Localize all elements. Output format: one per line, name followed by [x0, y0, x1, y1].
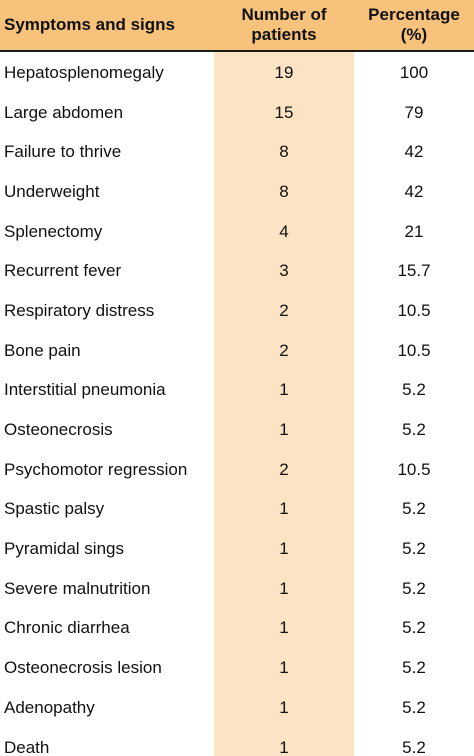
symptom-name: Splenectomy: [4, 221, 103, 241]
symptom-name: Spastic palsy: [4, 499, 105, 519]
header-percentage-label: Percentage (%): [368, 5, 460, 45]
percentage-value: 15.7: [397, 261, 431, 281]
symptom-name: Chronic diarrhea: [4, 618, 130, 638]
patient-count: 1: [279, 539, 289, 559]
header-percentage: Percentage (%): [354, 0, 474, 50]
percentage-value: 5.2: [402, 380, 426, 400]
patient-count: 1: [279, 499, 289, 519]
header-patients-label: Number of patients: [242, 5, 327, 45]
percentage-value: 10.5: [397, 300, 431, 320]
table-header: Symptoms and signs Number of patients Pe…: [0, 0, 474, 50]
symptom-name: Death: [4, 737, 50, 756]
header-percentage-line1: Percentage: [368, 5, 460, 24]
percentage-value: 10.5: [397, 459, 431, 479]
header-rule: [0, 50, 474, 52]
symptom-name: Respiratory distress: [4, 300, 155, 320]
symptom-name: Underweight: [4, 181, 100, 201]
patient-count: 1: [279, 658, 289, 678]
patient-count: 1: [279, 737, 289, 756]
percentage-value: 5.2: [402, 539, 426, 559]
percentage-value: 10.5: [397, 340, 431, 360]
percentage-value: 5.2: [402, 737, 426, 756]
table-row: Respiratory distress 2 10.5: [0, 291, 474, 331]
percentage-value: 42: [404, 142, 424, 162]
percentage-value: 42: [404, 181, 424, 201]
header-patients: Number of patients: [214, 0, 354, 50]
table-body: Hepatosplenomegaly 19 100 Large abdomen …: [0, 53, 474, 756]
patient-count: 19: [274, 62, 294, 82]
symptom-name: Psychomotor regression: [4, 459, 188, 479]
symptom-name: Osteonecrosis: [4, 420, 113, 440]
table-row: Pyramidal sings 1 5.2: [0, 529, 474, 569]
patient-count: 8: [279, 142, 289, 162]
header-patients-line2: patients: [251, 25, 317, 44]
patients-column-highlight: [214, 0, 354, 756]
symptom-name: Failure to thrive: [4, 142, 122, 162]
patient-count: 1: [279, 618, 289, 638]
percentage-value: 21: [404, 221, 424, 241]
symptom-name: Large abdomen: [4, 102, 124, 122]
header-symptoms-label: Symptoms and signs: [4, 15, 175, 34]
table-row: Adenopathy 1 5.2: [0, 688, 474, 728]
patient-count: 4: [279, 221, 289, 241]
table-row: Spastic palsy 1 5.2: [0, 490, 474, 530]
table-row: Underweight 8 42: [0, 172, 474, 212]
table-row: Interstitial pneumonia 1 5.2: [0, 371, 474, 411]
percentage-value: 100: [399, 62, 429, 82]
table-row: Osteonecrosis lesion 1 5.2: [0, 648, 474, 688]
table-row: Death 1 5.2: [0, 728, 474, 756]
percentage-value: 5.2: [402, 420, 426, 440]
patient-count: 2: [279, 300, 289, 320]
table-row: Hepatosplenomegaly 19 100: [0, 53, 474, 93]
table-row: Large abdomen 15 79: [0, 93, 474, 133]
patient-count: 1: [279, 380, 289, 400]
symptom-name: Pyramidal sings: [4, 539, 124, 559]
table-row: Osteonecrosis 1 5.2: [0, 410, 474, 450]
table-row: Psychomotor regression 2 10.5: [0, 450, 474, 490]
header-symptoms: Symptoms and signs: [0, 0, 214, 50]
patient-count: 3: [279, 261, 289, 281]
header-patients-line1: Number of: [241, 5, 327, 24]
symptom-name: Bone pain: [4, 340, 81, 360]
patient-count: 1: [279, 420, 289, 440]
patient-count: 1: [279, 578, 289, 598]
symptom-name: Osteonecrosis lesion: [4, 658, 162, 678]
patient-count: 2: [279, 340, 289, 360]
symptom-name: Severe malnutrition: [4, 578, 151, 598]
percentage-value: 5.2: [402, 697, 426, 717]
patient-count: 15: [274, 102, 294, 122]
percentage-value: 79: [404, 102, 424, 122]
table-row: Severe malnutrition 1 5.2: [0, 569, 474, 609]
percentage-value: 5.2: [402, 618, 426, 638]
percentage-value: 5.2: [402, 499, 426, 519]
table-row: Splenectomy 4 21: [0, 212, 474, 252]
percentage-value: 5.2: [402, 658, 426, 678]
header-percentage-line2: (%): [400, 25, 428, 44]
patient-count: 2: [279, 459, 289, 479]
symptom-name: Recurrent fever: [4, 261, 122, 281]
table-row: Bone pain 2 10.5: [0, 331, 474, 371]
percentage-value: 5.2: [402, 578, 426, 598]
patient-count: 1: [279, 697, 289, 717]
table-row: Failure to thrive 8 42: [0, 132, 474, 172]
symptom-name: Adenopathy: [4, 697, 95, 717]
patient-count: 8: [279, 181, 289, 201]
table-row: Recurrent fever 3 15.7: [0, 251, 474, 291]
symptom-name: Hepatosplenomegaly: [4, 62, 164, 82]
symptom-name: Interstitial pneumonia: [4, 380, 166, 400]
table-row: Chronic diarrhea 1 5.2: [0, 609, 474, 649]
